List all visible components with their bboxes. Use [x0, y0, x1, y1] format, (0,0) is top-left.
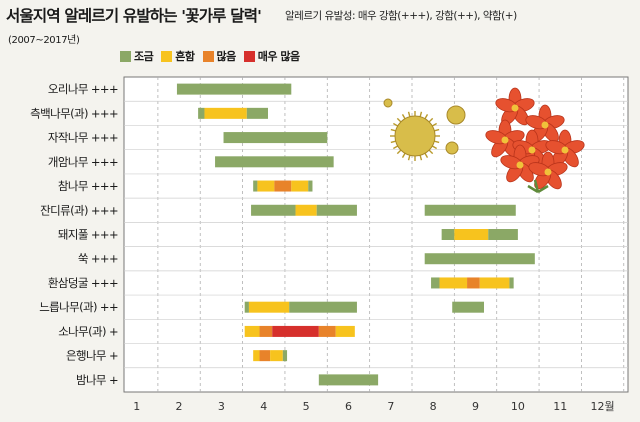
x-tick-label: 11	[553, 400, 567, 413]
bar-segment-medium	[248, 301, 290, 313]
bar-segment-low	[452, 301, 484, 313]
legend-label-very_high: 매우 많음	[257, 50, 300, 63]
bar-segment-very_high	[272, 325, 319, 337]
pollen-grain-icon	[394, 115, 436, 157]
bar-segment-low	[289, 301, 357, 313]
bar-segment-high	[318, 325, 336, 337]
bar-segment-low	[176, 83, 292, 95]
row-label: 소나무(과) +	[58, 324, 118, 338]
chart-subtitle: 알레르기 유발성: 매우 강함(+++), 강함(++), 약함(+)	[285, 10, 517, 22]
flower-center-icon	[511, 104, 519, 112]
row-label: 돼지풀 +++	[58, 228, 118, 242]
legend: 조금 흔함 많음 매우 많음	[120, 48, 300, 64]
bar-segment-high	[259, 350, 271, 362]
legend-label-low: 조금	[134, 50, 154, 63]
bar-segment-low	[246, 107, 268, 119]
bar-segment-low	[251, 204, 296, 216]
bar-segment-medium	[295, 204, 317, 216]
flower-center-icon	[528, 146, 536, 154]
bar-segment-low	[308, 180, 313, 192]
flower-center-icon	[541, 121, 549, 129]
bar-segment-low	[253, 180, 258, 192]
flower-center-icon	[561, 146, 569, 154]
bar-segment-medium	[335, 325, 355, 337]
bar-segment-low	[244, 301, 249, 313]
row-label: 개암나무 +++	[48, 155, 118, 169]
bar-segment-medium	[257, 180, 275, 192]
x-tick-label: 10	[511, 400, 525, 413]
bar-segment-low	[318, 374, 379, 386]
period-label: (2007~2017년)	[8, 35, 80, 46]
x-tick-label: 6	[345, 400, 352, 413]
flower-center-icon	[501, 136, 509, 144]
chart-title: 서울지역 알레르기 유발하는 '꽃가루 달력'	[6, 7, 262, 25]
legend-label-medium: 흔함	[175, 50, 195, 63]
legend-swatch-high	[202, 50, 214, 62]
flower-center-icon	[544, 168, 552, 176]
legend-item-low: 조금	[120, 48, 154, 64]
bar-segment-low	[282, 350, 288, 362]
bar-segment-low	[316, 204, 357, 216]
legend-item-medium: 흔함	[161, 48, 195, 64]
pollen-grain-icon	[446, 105, 466, 125]
bar-segment-medium	[244, 325, 260, 337]
legend-swatch-very_high	[243, 50, 255, 62]
bar-segment-low	[424, 204, 516, 216]
bar-segment-low	[223, 132, 328, 144]
legend-swatch-low	[120, 50, 131, 62]
bar-segment-high	[274, 180, 292, 192]
bar-segment-medium	[253, 350, 260, 362]
x-tick-label: 2	[176, 400, 183, 413]
legend-swatch-medium	[161, 50, 173, 62]
x-tick-label: 9	[472, 400, 479, 413]
bar-segment-medium	[454, 229, 489, 240]
bar-segment-high	[259, 325, 273, 337]
bar-segment-low	[215, 156, 334, 168]
bar-segment-medium	[204, 107, 247, 119]
x-tick-label: 12월	[591, 400, 615, 413]
row-label: 자작나무 +++	[48, 131, 118, 145]
legend-item-high: 많음	[202, 48, 237, 64]
row-label: 은행나무 +	[66, 349, 118, 363]
bar-segment-low	[424, 253, 535, 265]
flower-stem-icon	[527, 179, 549, 194]
row-label: 쑥 +++	[78, 252, 118, 266]
row-label: 환삼덩굴 +++	[48, 276, 118, 290]
bar-segment-medium	[479, 277, 510, 289]
flower-center-icon	[516, 161, 524, 169]
row-label: 오리나무 +++	[48, 82, 118, 96]
x-tick-label: 7	[387, 400, 394, 413]
x-tick-label: 3	[218, 400, 225, 413]
x-tick-label: 4	[260, 400, 267, 413]
legend-label-high: 많음	[216, 50, 237, 63]
bar-segment-medium	[270, 350, 283, 362]
row-label: 밤나무 +	[76, 373, 118, 387]
bar-segment-medium	[439, 277, 468, 289]
pollen-grain-icon	[383, 98, 393, 108]
bar-segment-high	[467, 277, 480, 289]
pollen-grain-icon	[445, 141, 459, 155]
bar-segment-low	[488, 229, 518, 240]
bar-segment-medium	[291, 180, 309, 192]
legend-item-very_high: 매우 많음	[243, 48, 300, 64]
bar-segment-low	[441, 229, 455, 240]
row-label: 참나무 +++	[58, 179, 118, 193]
bar-segment-low	[198, 107, 205, 119]
x-tick-label: 5	[303, 400, 310, 413]
row-label: 측백나무(과) +++	[30, 106, 118, 120]
row-label: 잔디류(과) +++	[40, 203, 118, 217]
row-label: 느릅나무(과) ++	[39, 300, 118, 314]
x-tick-label: 1	[133, 400, 140, 413]
bar-segment-low	[431, 277, 440, 289]
bar-segment-low	[509, 277, 514, 289]
x-tick-label: 8	[430, 400, 437, 413]
